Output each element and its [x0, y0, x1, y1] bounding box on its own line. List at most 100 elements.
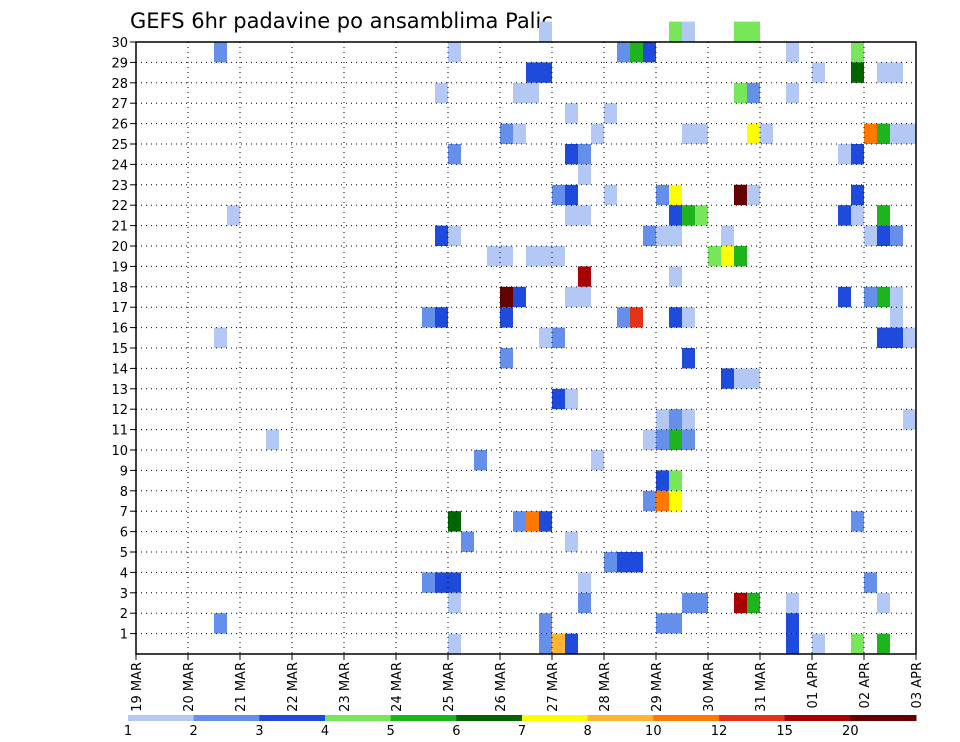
heatmap-cell — [448, 572, 461, 593]
heatmap-cell — [578, 286, 591, 308]
colorbar-swatch — [390, 715, 457, 721]
heatmap-cell — [877, 286, 890, 308]
heatmap-cell — [214, 613, 227, 634]
heatmap-cell — [500, 246, 513, 267]
heatmap-cell — [422, 307, 435, 328]
heatmap-cell — [461, 531, 474, 552]
x-tick-label: 03 APR — [910, 662, 925, 708]
y-tick-label: 21 — [111, 220, 128, 235]
y-tick-label: 13 — [111, 383, 128, 398]
heatmap-cell — [656, 613, 669, 634]
heatmap-cell — [669, 613, 682, 634]
heatmap-cell — [565, 388, 578, 410]
colorbar-swatch — [325, 715, 392, 721]
y-tick-label: 6 — [120, 526, 128, 541]
heatmap-cell — [214, 42, 227, 63]
x-tick-label: 01 APR — [806, 662, 821, 708]
x-tick-label: 24 MAR — [390, 662, 405, 712]
heatmap-cell — [903, 409, 916, 430]
heatmap-cell — [903, 327, 916, 348]
y-tick-label: 30 — [111, 36, 128, 51]
heatmap-cell — [682, 205, 695, 226]
y-tick-label: 12 — [111, 403, 128, 418]
heatmap-cell — [669, 184, 682, 206]
heatmap-cell — [604, 552, 617, 573]
heatmap-cell — [539, 21, 552, 42]
x-tick-label: 26 MAR — [494, 662, 509, 712]
colorbar-label: 3 — [255, 724, 263, 739]
y-tick-label: 18 — [111, 281, 128, 296]
heatmap-cell — [669, 470, 682, 491]
heatmap-cell — [734, 368, 747, 389]
heatmap-cell — [513, 286, 526, 308]
heatmap-cell — [747, 184, 760, 206]
heatmap-cell — [877, 592, 890, 614]
colorbar-label: 4 — [321, 724, 329, 739]
heatmap-cell — [682, 348, 695, 369]
heatmap-cell — [838, 205, 851, 226]
heatmap-cell — [500, 348, 513, 369]
x-tick-label: 27 MAR — [546, 662, 561, 712]
heatmap-cell — [786, 613, 799, 634]
heatmap-cell — [630, 42, 643, 63]
colorbar-swatch — [456, 715, 523, 721]
heatmap-cell — [669, 490, 682, 512]
y-tick-label: 2 — [120, 607, 128, 622]
colorbar-label: 8 — [584, 724, 592, 739]
heatmap-cell — [864, 123, 877, 144]
y-tick-label: 7 — [120, 505, 128, 520]
y-tick-label: 20 — [111, 240, 128, 255]
heatmap-cell — [669, 307, 682, 328]
y-tick-label: 16 — [111, 322, 128, 337]
heatmap-cell — [526, 246, 539, 267]
heatmap-cell — [721, 225, 734, 246]
chart-title: GEFS 6hr padavine po ansamblima Palic — [130, 9, 553, 33]
colorbar-swatch — [653, 715, 720, 721]
colorbar-swatch — [784, 715, 851, 721]
colorbar-label: 6 — [452, 724, 460, 739]
heatmap-cell — [578, 592, 591, 614]
colorbar-label: 1 — [124, 724, 132, 739]
heatmap-cell — [786, 42, 799, 63]
heatmap-cell — [838, 286, 851, 308]
colorbar-swatch — [850, 715, 917, 721]
x-tick-label: 25 MAR — [442, 662, 457, 712]
heatmap-cell — [565, 144, 578, 165]
heatmap-cell — [448, 633, 461, 654]
y-tick-label: 8 — [120, 485, 128, 500]
heatmap-cell — [669, 266, 682, 287]
heatmap-cell — [877, 123, 890, 144]
heatmap-cell — [474, 450, 487, 471]
heatmap-cell — [539, 62, 552, 83]
heatmap-cell — [578, 572, 591, 593]
heatmap-cell — [487, 246, 500, 267]
heatmap-cell — [214, 327, 227, 348]
colorbar-swatch — [719, 715, 786, 721]
heatmap-cell — [500, 123, 513, 144]
axis-ticks: 1234567891011121314151617181920212223242… — [111, 36, 925, 712]
heatmap-cell — [669, 429, 682, 450]
colorbar-swatch — [522, 715, 589, 721]
heatmap-cell — [552, 327, 565, 348]
heatmap-cell — [890, 62, 903, 83]
heatmap-cell — [747, 592, 760, 614]
heatmap-cell — [864, 225, 877, 246]
heatmap-cell — [838, 144, 851, 165]
colorbar-label: 2 — [190, 724, 198, 739]
heatmap-cell — [734, 184, 747, 206]
colorbar-label: 20 — [842, 724, 859, 739]
heatmap-cell — [695, 205, 708, 226]
heatmap-cell — [721, 368, 734, 389]
heatmap-cell — [812, 62, 825, 83]
heatmap-cell — [851, 633, 864, 654]
colorbar-label: 15 — [776, 724, 793, 739]
colorbar: 1 2 3 4 5 6 7 8 10 12 15 20 — [124, 715, 917, 739]
heatmap-cell — [747, 21, 760, 42]
heatmap-cell — [643, 42, 656, 63]
heatmap-cell — [877, 225, 890, 246]
heatmap-cell — [448, 42, 461, 63]
y-tick-label: 4 — [120, 566, 128, 581]
heatmap-cell — [903, 123, 916, 144]
heatmap-cell — [539, 633, 552, 654]
colorbar-label: 12 — [711, 724, 728, 739]
